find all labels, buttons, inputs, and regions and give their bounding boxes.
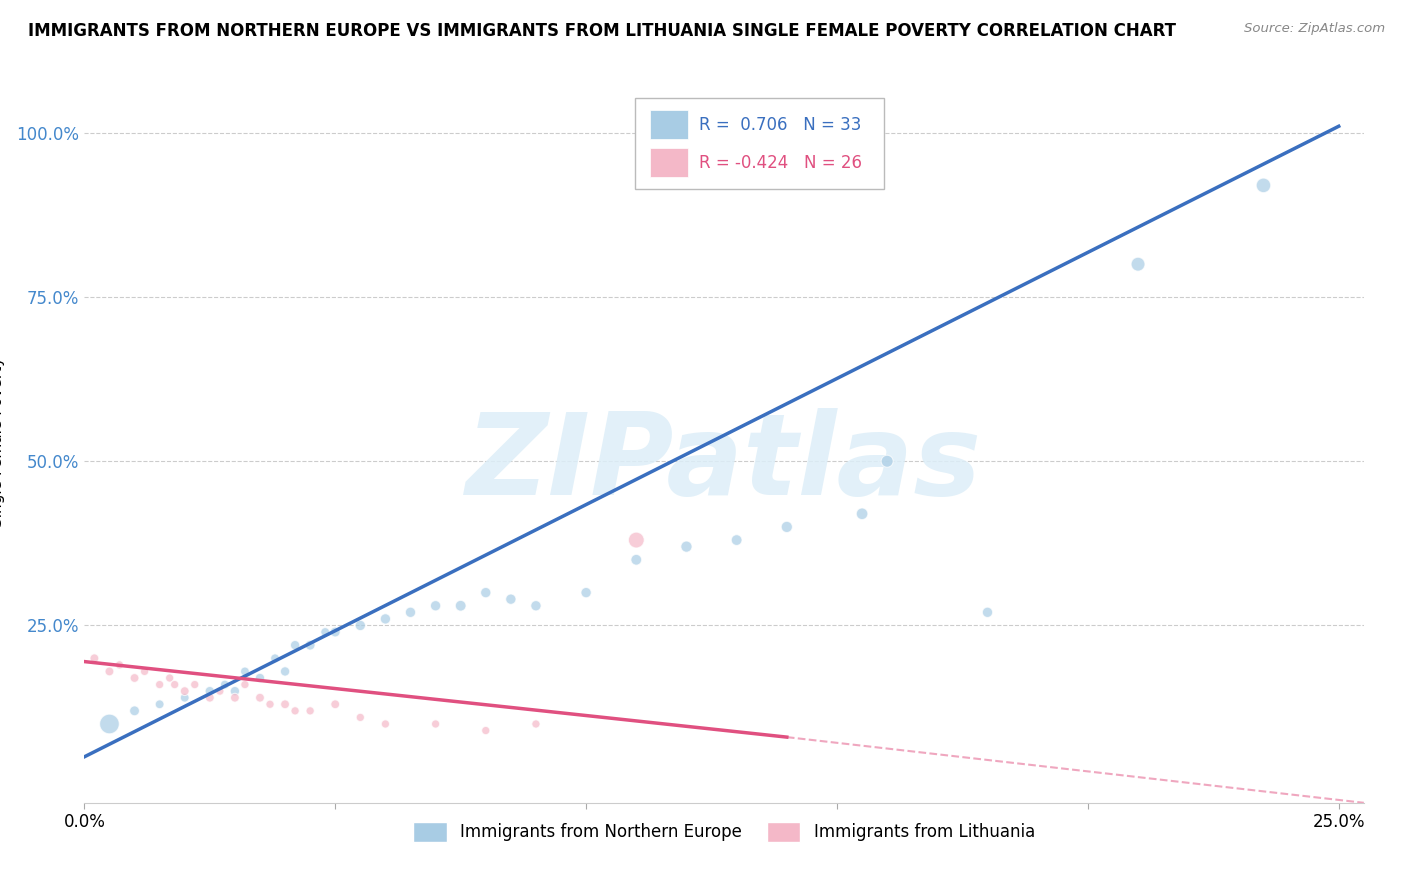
Point xyxy=(1126,257,1149,271)
Point xyxy=(425,599,447,613)
Point xyxy=(399,605,422,619)
Point xyxy=(284,638,307,652)
Point xyxy=(173,690,195,705)
Point xyxy=(98,717,121,731)
Point xyxy=(776,520,799,534)
Point xyxy=(198,684,221,698)
Point xyxy=(108,657,131,672)
Point xyxy=(214,677,236,691)
Point xyxy=(524,717,547,731)
Point xyxy=(323,625,346,640)
Point xyxy=(98,665,121,679)
Point xyxy=(323,698,346,712)
Point xyxy=(149,677,172,691)
Point xyxy=(124,704,146,718)
Point xyxy=(450,599,472,613)
Point xyxy=(149,698,172,712)
Point xyxy=(198,690,221,705)
Point xyxy=(163,677,186,691)
FancyBboxPatch shape xyxy=(650,148,689,178)
Point xyxy=(284,704,307,718)
Point xyxy=(159,671,181,685)
Point xyxy=(474,723,496,738)
Text: R = -0.424   N = 26: R = -0.424 N = 26 xyxy=(699,154,862,172)
Text: IMMIGRANTS FROM NORTHERN EUROPE VS IMMIGRANTS FROM LITHUANIA SINGLE FEMALE POVER: IMMIGRANTS FROM NORTHERN EUROPE VS IMMIG… xyxy=(28,22,1177,40)
Point xyxy=(299,638,322,652)
Point xyxy=(208,684,231,698)
Point xyxy=(134,665,156,679)
Point xyxy=(173,684,195,698)
Point xyxy=(314,625,336,640)
Point xyxy=(626,553,648,567)
Point xyxy=(976,605,998,619)
Point xyxy=(374,717,396,731)
Point xyxy=(274,665,297,679)
Y-axis label: Single Female Poverty: Single Female Poverty xyxy=(0,357,6,526)
Point xyxy=(264,651,287,665)
Text: ZIPatlas: ZIPatlas xyxy=(465,408,983,519)
Point xyxy=(1253,178,1275,193)
Point xyxy=(124,671,146,685)
Point xyxy=(184,677,207,691)
Point xyxy=(299,704,322,718)
Point xyxy=(725,533,748,547)
Legend: Immigrants from Northern Europe, Immigrants from Lithuania: Immigrants from Northern Europe, Immigra… xyxy=(406,815,1042,848)
Point xyxy=(349,710,371,724)
Point xyxy=(474,585,496,599)
Point xyxy=(626,533,648,547)
Point xyxy=(524,599,547,613)
Point xyxy=(224,684,246,698)
Point xyxy=(851,507,873,521)
Point xyxy=(675,540,697,554)
Point xyxy=(259,698,281,712)
Point xyxy=(499,592,522,607)
Point xyxy=(249,671,271,685)
Point xyxy=(876,454,898,468)
Point xyxy=(224,690,246,705)
FancyBboxPatch shape xyxy=(634,98,884,189)
Point xyxy=(233,677,256,691)
Point xyxy=(349,618,371,632)
Point xyxy=(425,717,447,731)
FancyBboxPatch shape xyxy=(650,110,689,139)
Point xyxy=(575,585,598,599)
Point xyxy=(83,651,105,665)
Text: Source: ZipAtlas.com: Source: ZipAtlas.com xyxy=(1244,22,1385,36)
Point xyxy=(249,690,271,705)
Text: R =  0.706   N = 33: R = 0.706 N = 33 xyxy=(699,116,860,134)
Point xyxy=(274,698,297,712)
Point xyxy=(374,612,396,626)
Point xyxy=(233,665,256,679)
